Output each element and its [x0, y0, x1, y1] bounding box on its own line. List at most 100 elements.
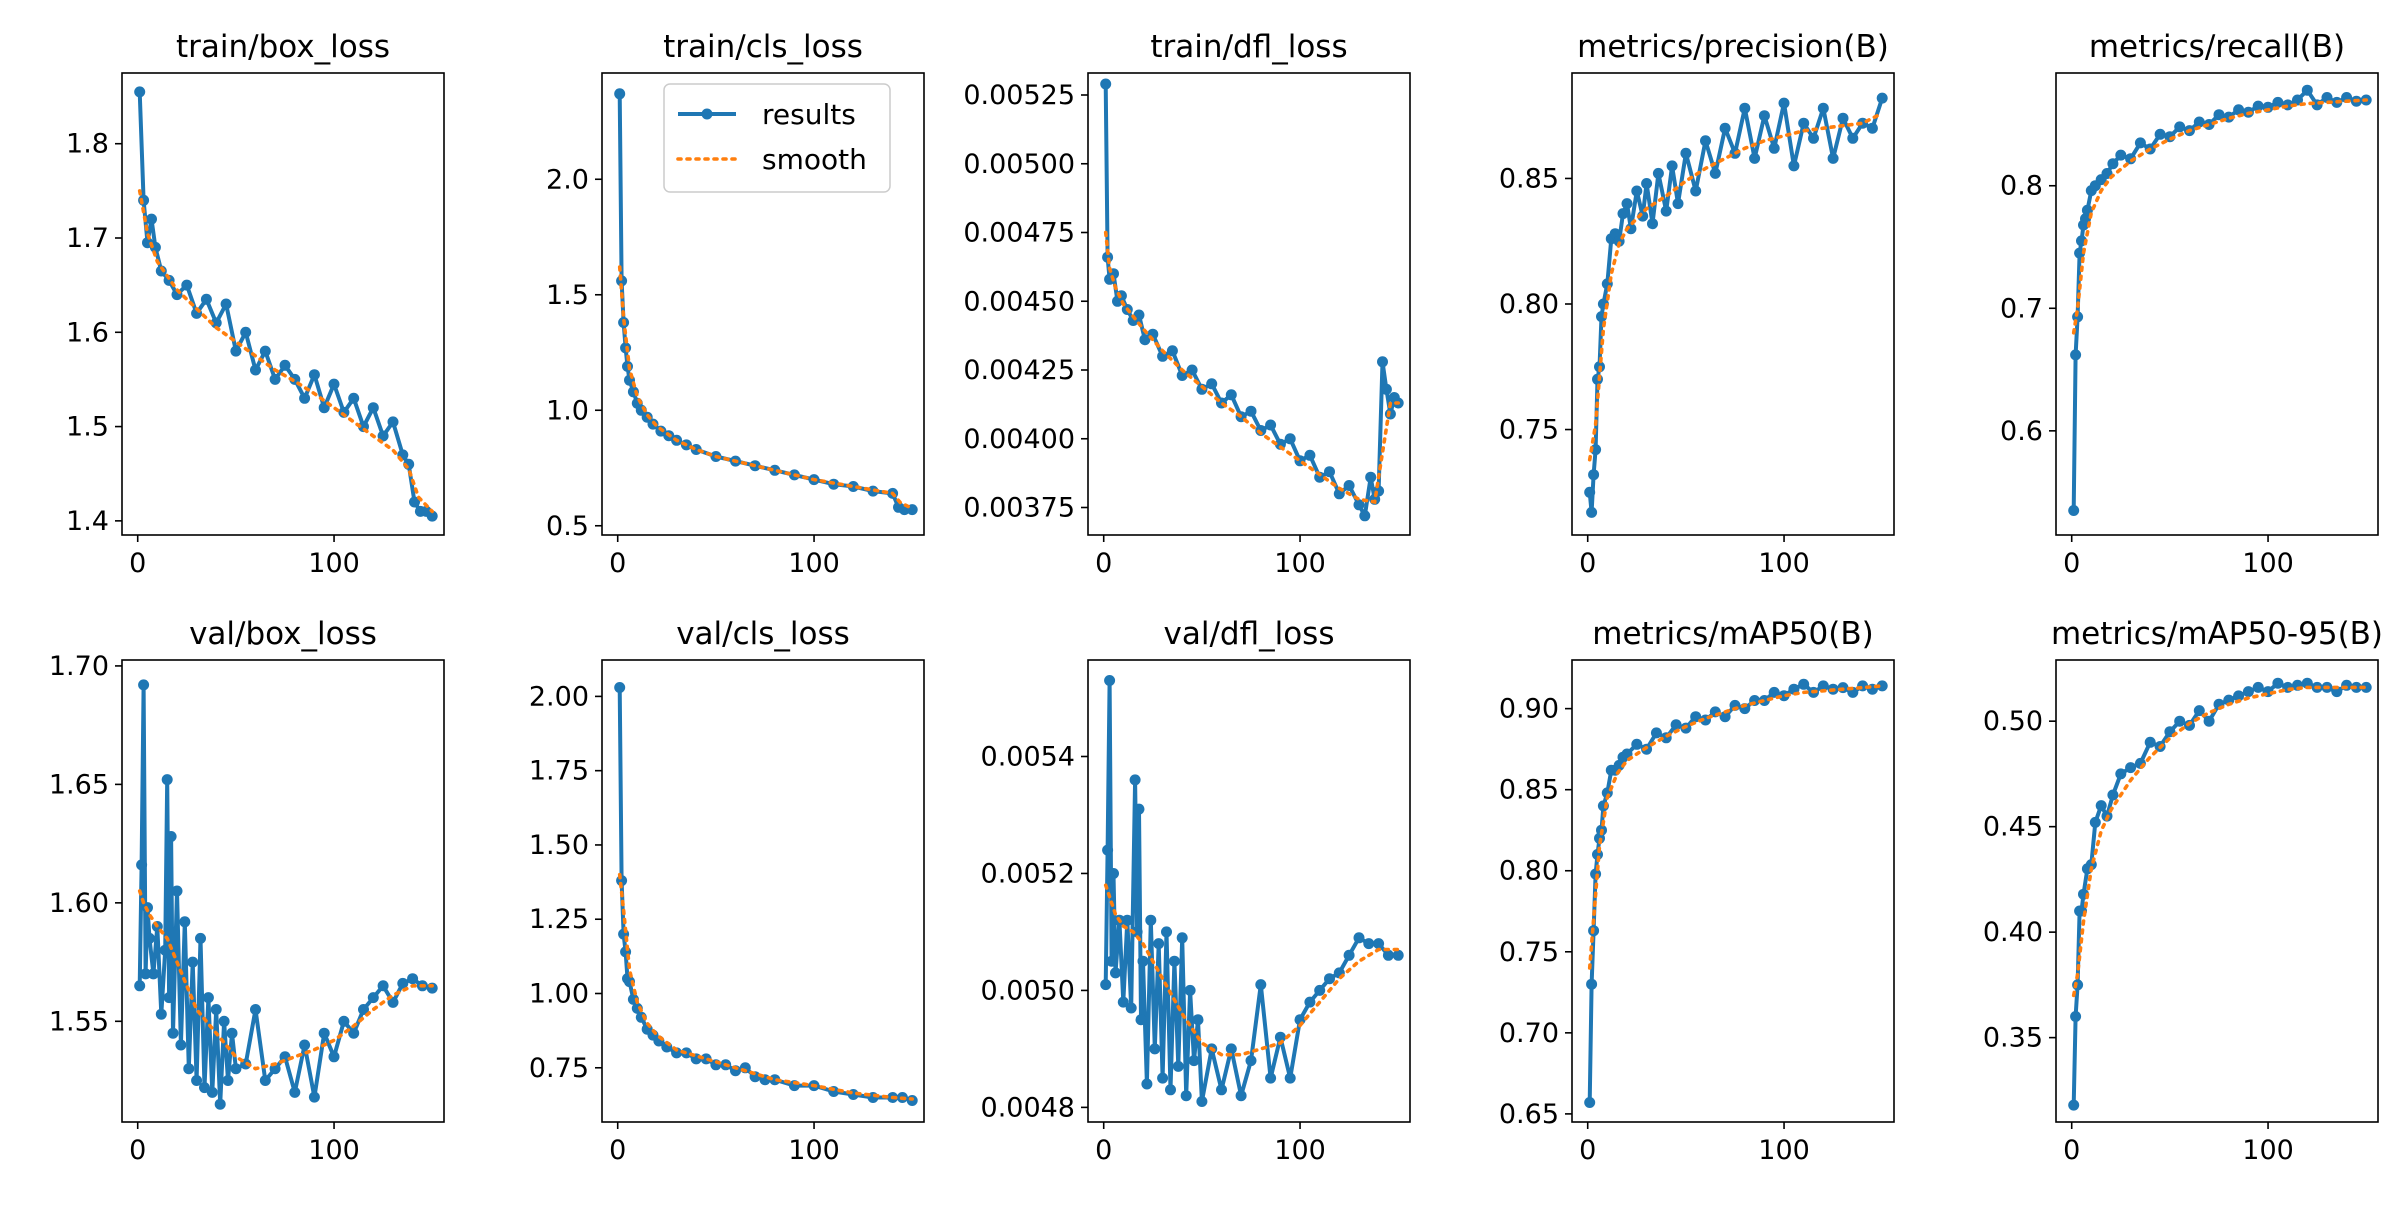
axes-frame: [121, 72, 445, 536]
results-point: [250, 364, 261, 376]
results-point: [1157, 1072, 1169, 1084]
results-point: [2252, 100, 2264, 112]
results-point: [1847, 132, 1859, 144]
results-point: [1186, 364, 1198, 376]
results-point: [1235, 1090, 1247, 1102]
y-tick-label: 1.00: [529, 979, 589, 1010]
results-point: [348, 392, 360, 404]
results-point: [2107, 158, 2119, 170]
results-point: [1817, 680, 1829, 692]
subplot-title: metrics/recall(B): [2089, 29, 2345, 65]
results-point: [2070, 349, 2082, 361]
results-point: [1719, 122, 1731, 134]
results-point: [279, 359, 291, 371]
x-tick-label: 0: [129, 1135, 146, 1166]
y-tick-label: 0.65: [1499, 1099, 1559, 1130]
results-point: [230, 345, 242, 357]
results-point: [1117, 996, 1129, 1008]
results-point: [1125, 1002, 1137, 1014]
results-point: [2213, 109, 2225, 121]
subplot-1: train/box_loss 0 100 1.4 1.5 1.6 1.7 1.8: [66, 29, 445, 579]
y-tick-label: 0.6: [2000, 416, 2043, 447]
results-point: [2115, 768, 2127, 780]
results-point: [1196, 1096, 1208, 1107]
results-point: [1709, 167, 1721, 179]
smooth-line: [1587, 111, 1884, 462]
y-tick-label: 0.00400: [963, 424, 1075, 455]
results-point: [1647, 218, 1658, 230]
smooth-line: [2071, 685, 2368, 998]
results-point: [1104, 675, 1116, 686]
results-point: [2095, 800, 2107, 812]
legend-results-marker: [701, 108, 713, 120]
results-point: [1168, 955, 1180, 967]
subplot-4: metrics/precision(B) 0 100 0.75 0.80 0.85: [1499, 29, 1895, 579]
results-point: [2233, 690, 2245, 702]
results-point: [1837, 112, 1849, 124]
y-tick-label: 0.45: [1983, 812, 2043, 843]
results-point: [159, 944, 171, 956]
y-tick-label: 0.00525: [963, 80, 1075, 111]
series-layer: [2068, 84, 2372, 516]
y-tick-label: 1.70: [49, 651, 109, 682]
results-point: [1373, 938, 1385, 950]
results-point: [1176, 370, 1188, 381]
y-tick-label: 0.40: [1983, 917, 2043, 948]
results-point: [426, 510, 438, 522]
results-point: [202, 992, 214, 1004]
results-point: [1666, 160, 1678, 172]
results-point: [1672, 198, 1684, 210]
results-point: [700, 1053, 712, 1065]
results-point: [1284, 1072, 1296, 1084]
results-point: [2134, 137, 2146, 149]
results-point: [2089, 816, 2101, 828]
results-point: [1135, 1014, 1147, 1026]
y-tick-label: 2.0: [546, 164, 589, 195]
results-point: [1304, 996, 1316, 1008]
results-point: [1631, 185, 1643, 197]
results-point: [2125, 762, 2137, 774]
x-tick-label: 100: [2242, 1135, 2294, 1166]
y-tick-label: 0.35: [1983, 1023, 2043, 1054]
results-point: [1284, 433, 1296, 445]
results-point: [1392, 949, 1404, 961]
results-point: [138, 679, 150, 691]
results-point: [1166, 345, 1178, 357]
results-point: [1225, 389, 1237, 401]
y-tick-label: 0.85: [1499, 775, 1559, 806]
results-point: [1180, 1090, 1192, 1102]
results-point: [1380, 383, 1392, 395]
series-layer: [1584, 678, 1888, 1108]
y-tick-label: 1.25: [529, 904, 589, 935]
y-tick-label: 0.0052: [981, 858, 1075, 889]
y-tick-label: 0.00425: [963, 355, 1075, 386]
results-point: [1265, 1072, 1277, 1084]
results-point: [1876, 92, 1888, 104]
smooth-line: [617, 265, 915, 511]
results-point: [1768, 686, 1780, 698]
x-tick-label: 100: [788, 1135, 840, 1166]
y-tick-label: 0.80: [1499, 856, 1559, 887]
subplot-title: metrics/mAP50(B): [1592, 616, 1873, 652]
results-point: [1749, 152, 1761, 164]
plots-layer: train/box_loss 0 100 1.4 1.5 1.6 1.7 1.8 train/c…: [49, 29, 2383, 1166]
results-point: [1680, 147, 1692, 159]
results-point: [136, 859, 148, 871]
y-tick-label: 0.50: [1983, 706, 2043, 737]
results-point: [407, 973, 419, 985]
results-point: [318, 402, 330, 414]
x-tick-label: 0: [2063, 1135, 2080, 1166]
results-point: [847, 481, 859, 492]
results-point: [2252, 681, 2264, 693]
results-point: [1245, 1055, 1257, 1067]
results-point: [161, 774, 173, 786]
results-point: [220, 298, 232, 310]
results-point: [2193, 116, 2205, 128]
x-tick-label: 100: [2242, 548, 2294, 579]
results-point: [200, 293, 212, 305]
axes-frame: [601, 659, 925, 1123]
results-point: [2292, 94, 2303, 106]
results-point: [387, 996, 399, 1008]
results-point: [1586, 978, 1598, 990]
y-tick-label: 1.4: [66, 506, 109, 537]
